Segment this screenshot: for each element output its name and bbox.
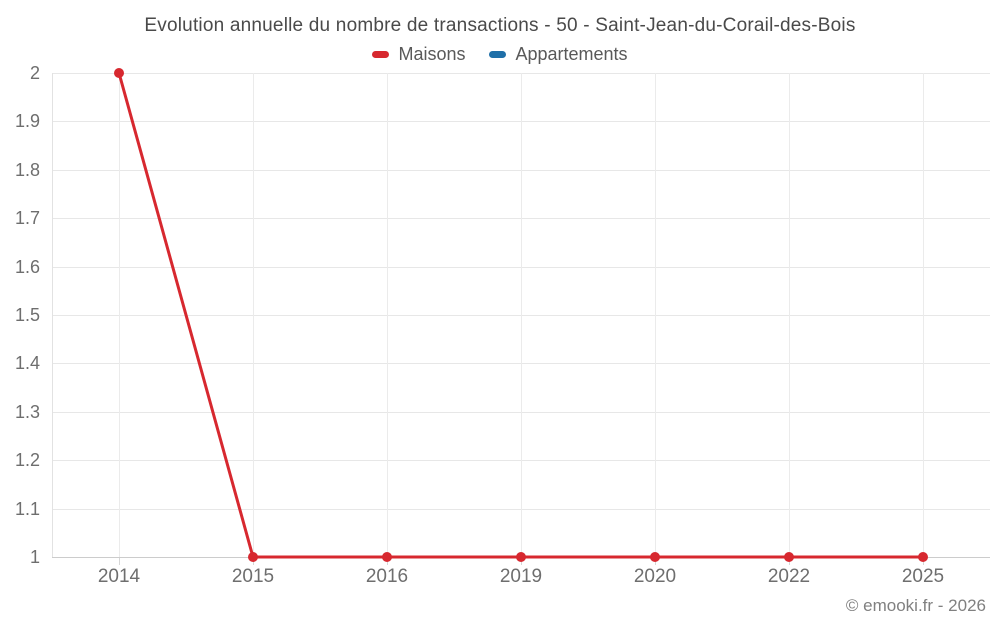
y-tick-label: 1 [29,547,40,567]
x-tick-label: 2022 [767,566,811,587]
y-axis-line [52,73,53,557]
y-tick-label: 1.2 [14,450,40,471]
x-gridline [253,73,254,557]
x-gridline [119,73,120,557]
data-point-maisons-2015[interactable] [248,552,258,562]
x-gridline [923,73,924,557]
x-tick-label: 2019 [499,566,543,587]
x-tick-label: 2025 [901,566,945,587]
x-gridline [387,73,388,557]
y-tick-label: 1.6 [14,256,40,277]
x-tick-label: 2016 [365,566,409,587]
data-point-maisons-2022[interactable] [784,552,794,562]
data-point-maisons-2020[interactable] [650,552,660,562]
x-tick-label: 2014 [97,566,141,587]
y-tick-label: 1.7 [14,208,40,229]
y-tick-label: 1.8 [14,159,40,180]
legend-item-appartements[interactable]: Appartements [489,44,628,65]
copyright-credit: © emooki.fr - 2026 [845,596,986,615]
legend: Maisons Appartements [0,44,1000,65]
y-tick-label: 2 [29,63,40,83]
x-gridline [521,73,522,557]
legend-item-maisons[interactable]: Maisons [372,44,465,65]
y-tick-label: 1.4 [14,353,40,374]
maisons-line-series [117,72,923,559]
y-tick-label: 1.9 [14,111,40,132]
x-tick-label: 2015 [231,566,275,587]
data-point-maisons-2014[interactable] [114,68,124,78]
appartements-swatch-icon [489,51,507,58]
legend-label-maisons: Maisons [398,44,466,64]
data-point-maisons-2025[interactable] [918,552,928,562]
data-point-maisons-2019[interactable] [516,552,526,562]
maisons-swatch-icon [372,51,390,58]
legend-label-appartements: Appartements [515,44,628,64]
chart-title: Evolution annuelle du nombre de transact… [144,15,856,36]
x-gridline [655,73,656,557]
data-point-maisons-2016[interactable] [382,552,392,562]
x-tick-mark [119,558,120,565]
y-tick-label: 1.3 [14,401,40,422]
x-gridline [789,73,790,557]
x-tick-label: 2020 [633,566,677,587]
y-tick-label: 1.1 [14,498,40,519]
y-tick-label: 1.5 [14,305,40,325]
